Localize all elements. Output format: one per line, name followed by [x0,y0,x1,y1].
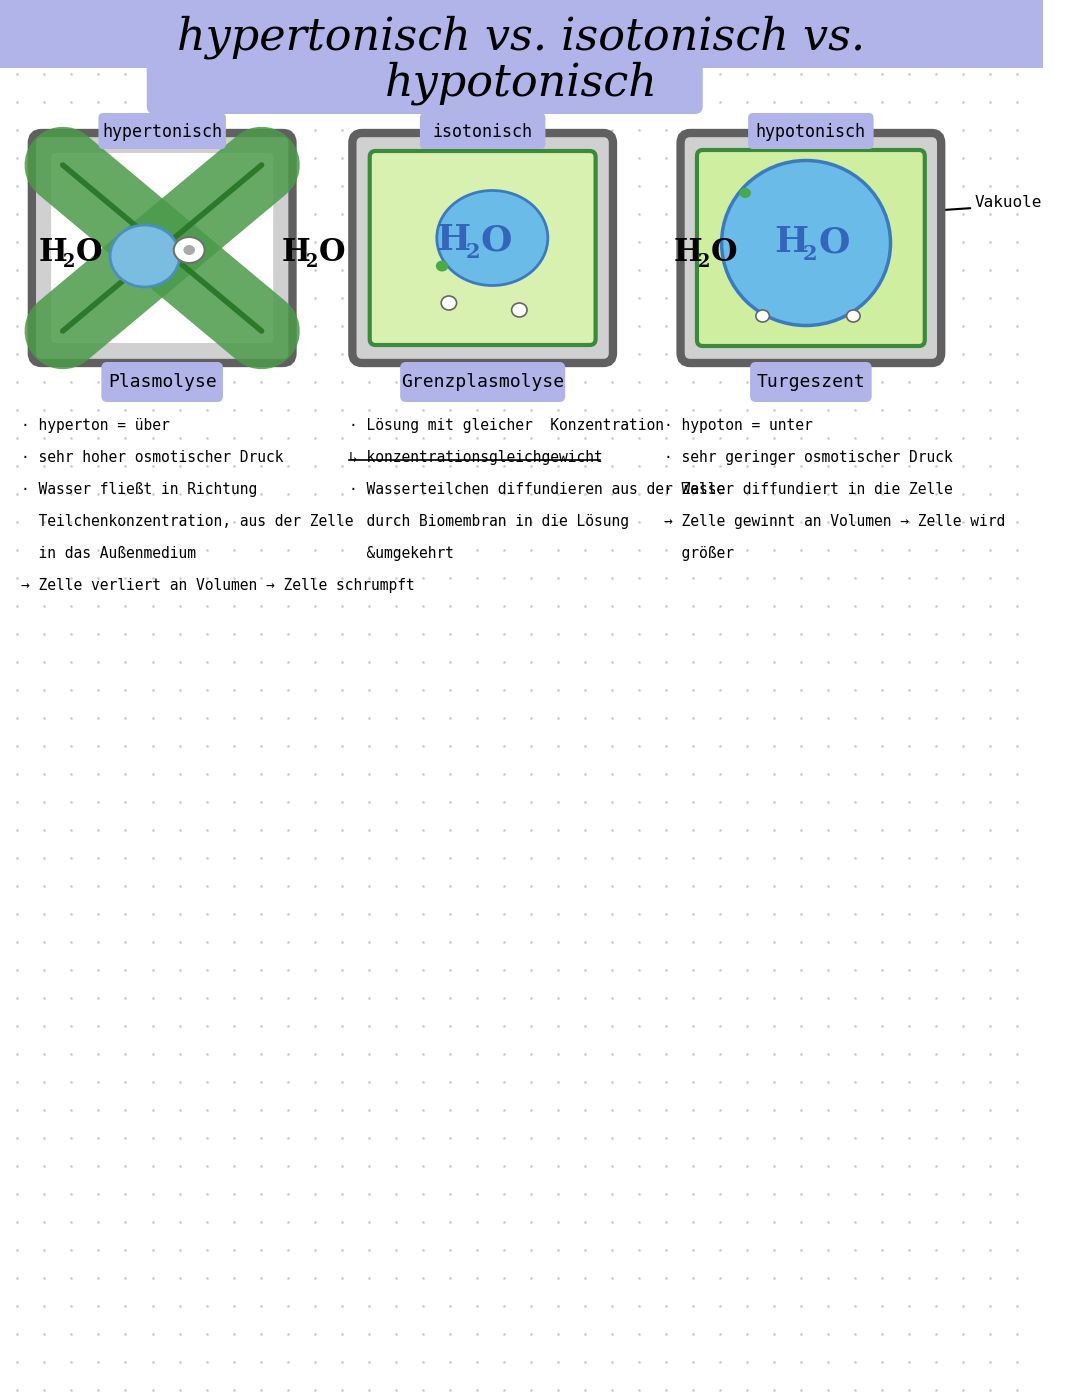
FancyBboxPatch shape [697,151,924,346]
Text: ↳ konzentrationsgleichgewicht: ↳ konzentrationsgleichgewicht [350,450,604,466]
Text: 2: 2 [63,252,76,270]
Text: O: O [319,237,346,268]
Ellipse shape [756,309,769,322]
Text: · sehr geringer osmotischer Druck: · sehr geringer osmotischer Druck [664,450,953,466]
FancyBboxPatch shape [31,132,293,362]
Ellipse shape [436,191,548,286]
Text: 2: 2 [307,252,319,270]
Text: isotonisch: isotonisch [433,123,532,141]
Text: Vakuole: Vakuole [975,195,1042,209]
Text: hypertonisch: hypertonisch [103,123,222,141]
FancyBboxPatch shape [369,151,595,344]
Text: · Wasserteilchen diffundieren aus der Zelle: · Wasserteilchen diffundieren aus der Ze… [350,482,726,498]
Text: · Lösung mit gleicher  Konzentration: · Lösung mit gleicher Konzentration [350,418,664,434]
FancyBboxPatch shape [400,362,565,401]
Text: H: H [436,223,471,256]
Ellipse shape [740,188,751,198]
Text: &umgekehrt: &umgekehrt [350,546,455,560]
Text: · sehr hoher osmotischer Druck: · sehr hoher osmotischer Druck [22,450,284,466]
FancyBboxPatch shape [0,0,1050,68]
Text: · Wasser diffundiert in die Zelle: · Wasser diffundiert in die Zelle [664,482,953,498]
Text: · Wasser fließt in Richtung: · Wasser fließt in Richtung [22,482,257,498]
Ellipse shape [110,224,179,287]
Text: → Zelle gewinnt an Volumen → Zelle wird: → Zelle gewinnt an Volumen → Zelle wird [664,514,1005,528]
Ellipse shape [721,160,891,326]
FancyBboxPatch shape [748,113,874,149]
Text: Plasmolyse: Plasmolyse [108,374,217,390]
Text: H: H [674,237,703,268]
FancyBboxPatch shape [680,132,941,362]
FancyBboxPatch shape [352,132,613,362]
Text: 2: 2 [698,252,711,270]
Text: größer: größer [664,546,734,560]
FancyBboxPatch shape [147,52,703,114]
Text: 2: 2 [804,244,818,263]
Text: Grenzplasmolyse: Grenzplasmolyse [401,374,564,390]
Text: Teilchenkonzentration, aus der Zelle: Teilchenkonzentration, aus der Zelle [22,514,354,528]
Text: in das Außenmedium: in das Außenmedium [22,546,197,560]
Text: · hyperton = über: · hyperton = über [22,418,170,434]
Text: Turgeszent: Turgeszent [756,374,865,390]
FancyBboxPatch shape [51,153,273,343]
Text: O: O [76,237,103,268]
Ellipse shape [184,245,195,255]
Ellipse shape [441,296,457,309]
Ellipse shape [847,309,860,322]
Text: → Zelle verliert an Volumen → Zelle schrumpft: → Zelle verliert an Volumen → Zelle schr… [22,579,415,592]
FancyBboxPatch shape [98,113,226,149]
Text: hypotonisch: hypotonisch [384,61,658,105]
Ellipse shape [174,237,204,263]
Text: durch Biomembran in die Lösung: durch Biomembran in die Lösung [350,514,630,528]
Text: O: O [711,237,738,268]
Ellipse shape [436,261,448,272]
Text: 2: 2 [465,241,480,262]
Text: O: O [819,224,850,259]
Text: O: O [481,223,512,256]
Text: H: H [774,224,808,259]
Text: · hypoton = unter: · hypoton = unter [664,418,813,434]
Text: H: H [39,237,67,268]
Text: hypotonisch: hypotonisch [756,123,866,141]
Text: hypertonisch vs. isotonisch vs.: hypertonisch vs. isotonisch vs. [177,15,865,59]
Ellipse shape [512,302,527,316]
Text: H: H [282,237,311,268]
FancyBboxPatch shape [420,113,545,149]
FancyBboxPatch shape [102,362,222,401]
FancyBboxPatch shape [750,362,872,401]
